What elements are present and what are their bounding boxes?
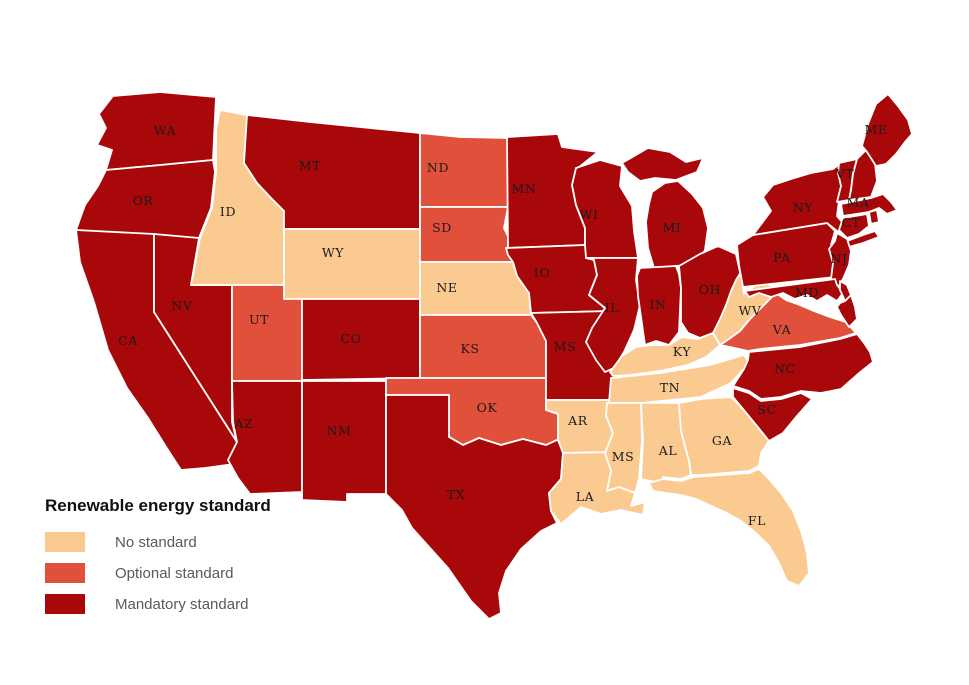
state-label-az: AZ [234,416,254,431]
state-ut[interactable] [231,284,303,382]
state-label-ks: KS [460,341,479,356]
state-label-ct: CT [841,215,860,230]
state-label-ca: CA [118,333,138,348]
state-nm[interactable] [301,380,387,503]
state-wy[interactable] [283,228,421,300]
state-ri[interactable] [868,209,880,225]
state-label-oh: OH [699,282,721,297]
state-label-md: MD [795,285,819,300]
state-label-in: IN [649,297,666,312]
state-label-ny: NY [793,200,814,215]
state-label-sd: SD [432,220,452,235]
state-label-me: ME [864,122,887,137]
state-ga[interactable] [678,396,770,476]
state-label-wa: WA [154,123,177,138]
state-label-ms: MS [612,449,635,464]
state-label-ky: KY [673,344,692,359]
state-label-ut: UT [249,312,269,327]
state-label-il: IL [605,300,619,315]
legend-label-mandatory-standard: Mandatory standard [115,595,249,613]
state-label-nc: NC [774,361,796,376]
state-label-wy: WY [322,245,344,260]
state-label-vt: VT [835,166,855,181]
state-label-co: CO [340,331,361,346]
state-ks[interactable] [419,314,547,379]
state-label-pa: PA [773,250,791,265]
state-label-mn: MN [512,181,537,196]
state-label-id: ID [220,204,236,219]
state-label-mo: MS [554,339,577,354]
state-label-ia: IO [534,265,550,280]
state-label-ga: GA [712,433,733,448]
state-ma[interactable] [840,193,898,217]
state-mi[interactable] [621,147,704,182]
legend-swatch-optional-standard [45,563,85,583]
state-label-tn: TN [660,380,680,395]
legend-label-optional-standard: Optional standard [115,564,234,582]
state-label-wi: WI [580,207,599,222]
state-sc[interactable] [732,387,813,442]
state-mi[interactable] [645,180,709,269]
state-label-nj: NJ [830,251,847,266]
state-label-mt: MT [299,158,321,173]
legend-row-optional-standard: Optional standard [45,563,271,583]
state-label-nd: ND [427,160,449,175]
state-label-nv: NV [171,298,193,313]
state-label-sc: SC [757,402,776,417]
state-label-tx: TX [447,487,465,502]
states-layer [75,91,913,620]
legend-row-mandatory-standard: Mandatory standard [45,594,271,614]
state-me[interactable] [861,93,913,167]
legend-label-no-standard: No standard [115,533,197,551]
state-label-ok: OK [477,400,498,415]
state-az[interactable] [227,380,303,495]
state-md[interactable] [744,278,844,302]
state-va[interactable] [719,292,857,352]
legend-swatch-no-standard [45,532,85,552]
state-label-ar: AR [567,413,588,428]
state-label-la: LA [576,489,595,504]
state-tx[interactable] [385,394,564,620]
state-de[interactable] [839,280,852,302]
state-label-ma: MA [846,195,869,210]
state-nc[interactable] [732,333,874,400]
state-label-al: AL [658,443,678,458]
state-label-nm: NM [327,423,352,438]
state-fl[interactable] [648,468,810,587]
state-label-mi: MI [663,220,682,235]
legend-title: Renewable energy standard [45,496,271,515]
state-label-ne: NE [436,280,457,295]
state-label-wv: WV [738,303,761,318]
labels-layer: WA OR CA NV ID MT WY UT CO AZ NM ND SD NE KS OK TX MN IO MS… [118,122,887,528]
state-label-fl: FL [748,513,766,528]
legend-row-no-standard: No standard [45,532,271,552]
state-label-va: VA [772,322,792,337]
state-ms[interactable] [604,402,643,494]
legend-swatch-mandatory-standard [45,594,85,614]
state-label-or: OR [133,193,154,208]
state-ct[interactable] [838,213,870,239]
legend: Renewable energy standard No standard Op… [45,496,271,625]
